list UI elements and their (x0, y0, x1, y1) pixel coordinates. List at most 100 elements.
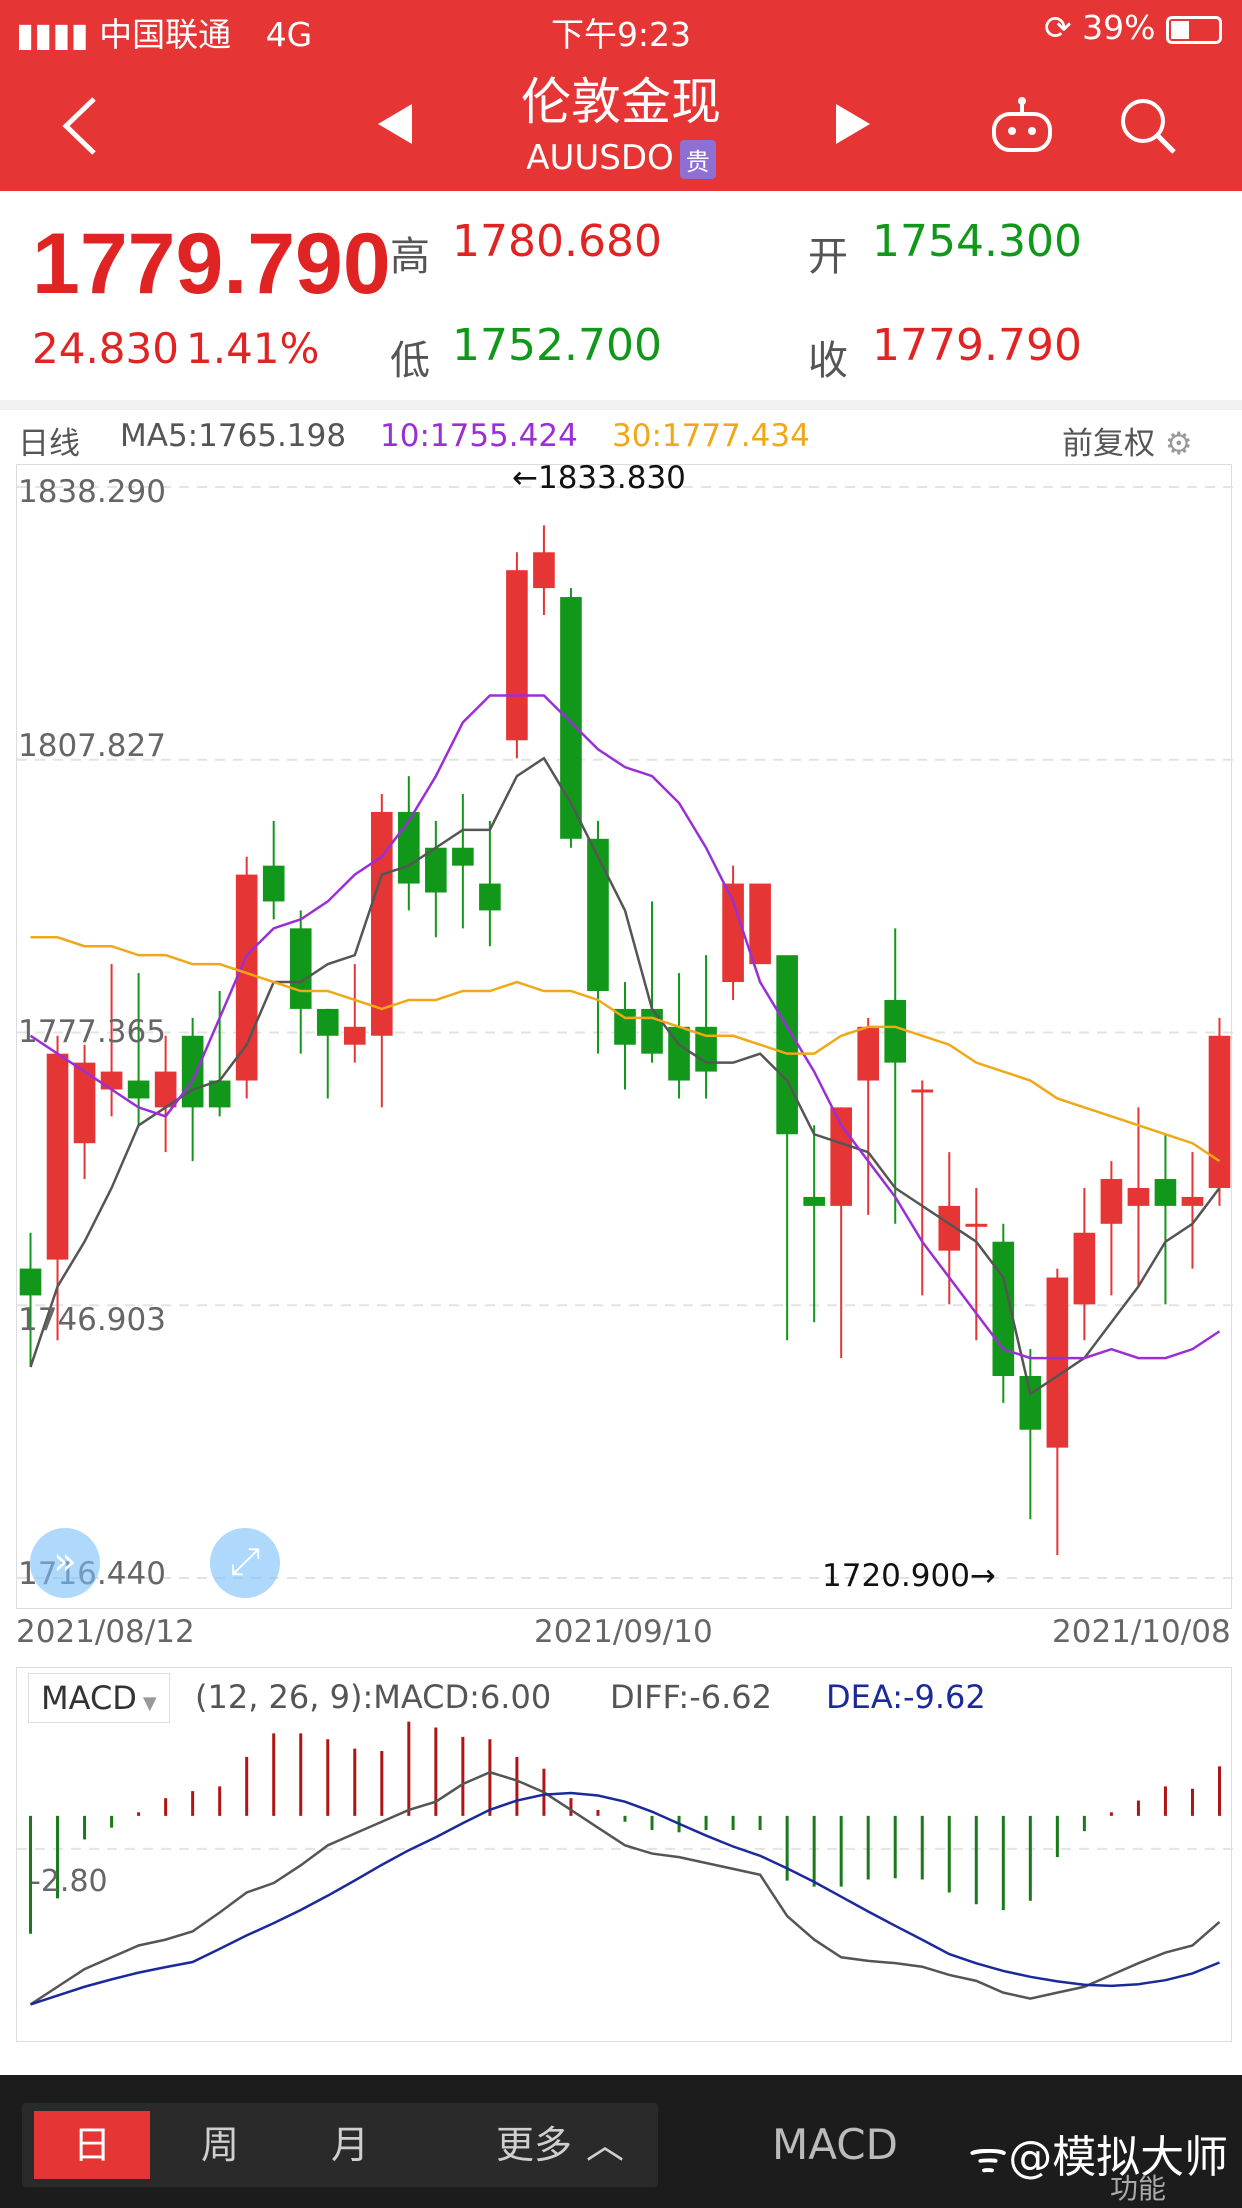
min-price-annotation: 1720.900→ (822, 1558, 996, 1594)
fullscreen-icon[interactable]: ⤢ (210, 1528, 280, 1598)
candle-body (668, 1026, 690, 1081)
macd-params: (12, 26, 9):MACD:6.00 (195, 1678, 552, 1716)
candle-body (587, 838, 609, 991)
candle-body (19, 1268, 42, 1296)
gear-icon: ⚙ (1164, 426, 1193, 462)
dea-line (30, 1791, 1220, 2006)
high-label: 高 (390, 234, 430, 280)
ma-line-30 (30, 936, 1221, 1163)
caret-down-icon: ▼ (142, 1693, 157, 1714)
separator (0, 400, 1242, 410)
candle-body (127, 1080, 150, 1099)
candle-body (938, 1205, 961, 1251)
candle-body (316, 1008, 339, 1036)
kline-chart[interactable] (16, 464, 1233, 1609)
candle-body (911, 1089, 934, 1093)
candle-body (533, 552, 555, 589)
tab-week[interactable]: 周 (200, 2123, 239, 2167)
chevron-up-icon: ︿ (586, 2123, 625, 2167)
weibo-icon: ᯤ (968, 2132, 1009, 2183)
battery-icon (1166, 15, 1222, 44)
candle-body (289, 928, 312, 1009)
candle-body (1046, 1277, 1069, 1448)
candle-body (1073, 1232, 1096, 1305)
carrier: 中国联通 (99, 15, 232, 54)
candle-body (208, 1080, 231, 1108)
back-arrow-icon[interactable] (58, 95, 104, 157)
ma30-value: 30:1777.434 (612, 418, 810, 454)
x-tick-label: 2021/10/08 (1052, 1614, 1231, 1650)
adjust-label: 前复权 (1062, 426, 1155, 462)
battery-level: 39% (1082, 8, 1156, 47)
candle-body (1154, 1179, 1177, 1206)
y-tick-label: 1807.827 (18, 728, 166, 764)
ma-line-10 (29, 694, 1221, 1360)
candle-body (776, 955, 798, 1135)
macd-dea: DEA:-9.62 (826, 1678, 986, 1716)
tab-day[interactable]: 日 (34, 2111, 150, 2179)
search-icon[interactable] (1118, 96, 1178, 156)
ma5-value: MA5:1765.198 (120, 418, 347, 454)
ma10-value: 10:1755.424 (380, 418, 578, 454)
next-symbol-icon[interactable] (834, 104, 870, 144)
candle-body (181, 1035, 204, 1108)
period-label: 日线 (18, 426, 80, 462)
candle-body (857, 1026, 880, 1081)
candle-body (1019, 1376, 1042, 1430)
candle-body (154, 1071, 177, 1108)
signal-icon: ▮▮▮▮ (16, 15, 89, 54)
candle-body (1127, 1187, 1150, 1206)
candle-body (370, 811, 393, 1036)
candle-body (46, 1053, 69, 1260)
candle-body (452, 847, 474, 866)
candle-body (425, 847, 447, 893)
candle-body (560, 597, 582, 839)
y-tick-label: 1746.903 (18, 1302, 166, 1338)
macd-y-label: -2.80 (30, 1864, 108, 1899)
candle-body (235, 874, 258, 1081)
kline-svg (17, 486, 1233, 1579)
prev-symbol-icon[interactable] (378, 104, 414, 144)
scroll-left-icon[interactable]: » (30, 1528, 100, 1598)
price-change: 24.830 (32, 324, 179, 373)
indicator-button[interactable]: MACD (772, 2120, 898, 2169)
diff-line (29, 1770, 1221, 2006)
indicator-selector[interactable]: MACD ▼ (28, 1673, 170, 1723)
tab-month[interactable]: 月 (330, 2123, 369, 2167)
close-label: 收 (808, 338, 848, 384)
watermark-text: @模拟大师 (1008, 2132, 1229, 2183)
y-tick-label: 1777.365 (18, 1014, 166, 1050)
indicator-selector-label: MACD (41, 1679, 137, 1717)
macd-chart[interactable] (16, 1667, 1233, 2042)
candle-body (830, 1107, 852, 1206)
bottom-toolbar: 日 周 月 更多 ︿ MACD ᯤ@模拟大师 功能 (0, 2075, 1242, 2208)
network-type: 4G (265, 15, 313, 54)
status-bar-left: ▮▮▮▮ 中国联通 4G (16, 8, 312, 56)
macd-svg (17, 1721, 1233, 2006)
candle-body (1208, 1035, 1231, 1188)
open-value: 1754.300 (872, 216, 1082, 267)
candle-body (506, 570, 528, 741)
page-title: 伦敦金现 (521, 73, 721, 131)
robot-icon[interactable] (990, 96, 1054, 154)
symbol-code-text: AUUSDO (526, 138, 674, 178)
candle-body (803, 1196, 825, 1206)
low-value: 1752.700 (452, 320, 662, 371)
candle-body (73, 1062, 96, 1144)
candle-body (722, 883, 744, 983)
last-price: 1779.790 (32, 216, 391, 312)
candle-body (343, 1026, 366, 1045)
rotation-lock-icon: ⟳ (1043, 8, 1072, 47)
candle-body (1181, 1196, 1204, 1206)
candle-body (1100, 1179, 1123, 1224)
function-button[interactable]: 功能 (1110, 2172, 1167, 2205)
tab-more-label: 更多 (495, 2123, 572, 2167)
symbol-code: AUUSDO 贵 (0, 138, 1242, 179)
candle-body (479, 883, 501, 911)
price-change-pct: 1.41% (186, 324, 320, 373)
candle-body (100, 1071, 123, 1090)
low-label: 低 (390, 338, 430, 384)
tab-more[interactable]: 更多 ︿ (480, 2111, 640, 2179)
adjust-selector[interactable]: 前复权 ⚙ (1062, 418, 1193, 463)
status-time: 下午9:23 (550, 15, 692, 54)
